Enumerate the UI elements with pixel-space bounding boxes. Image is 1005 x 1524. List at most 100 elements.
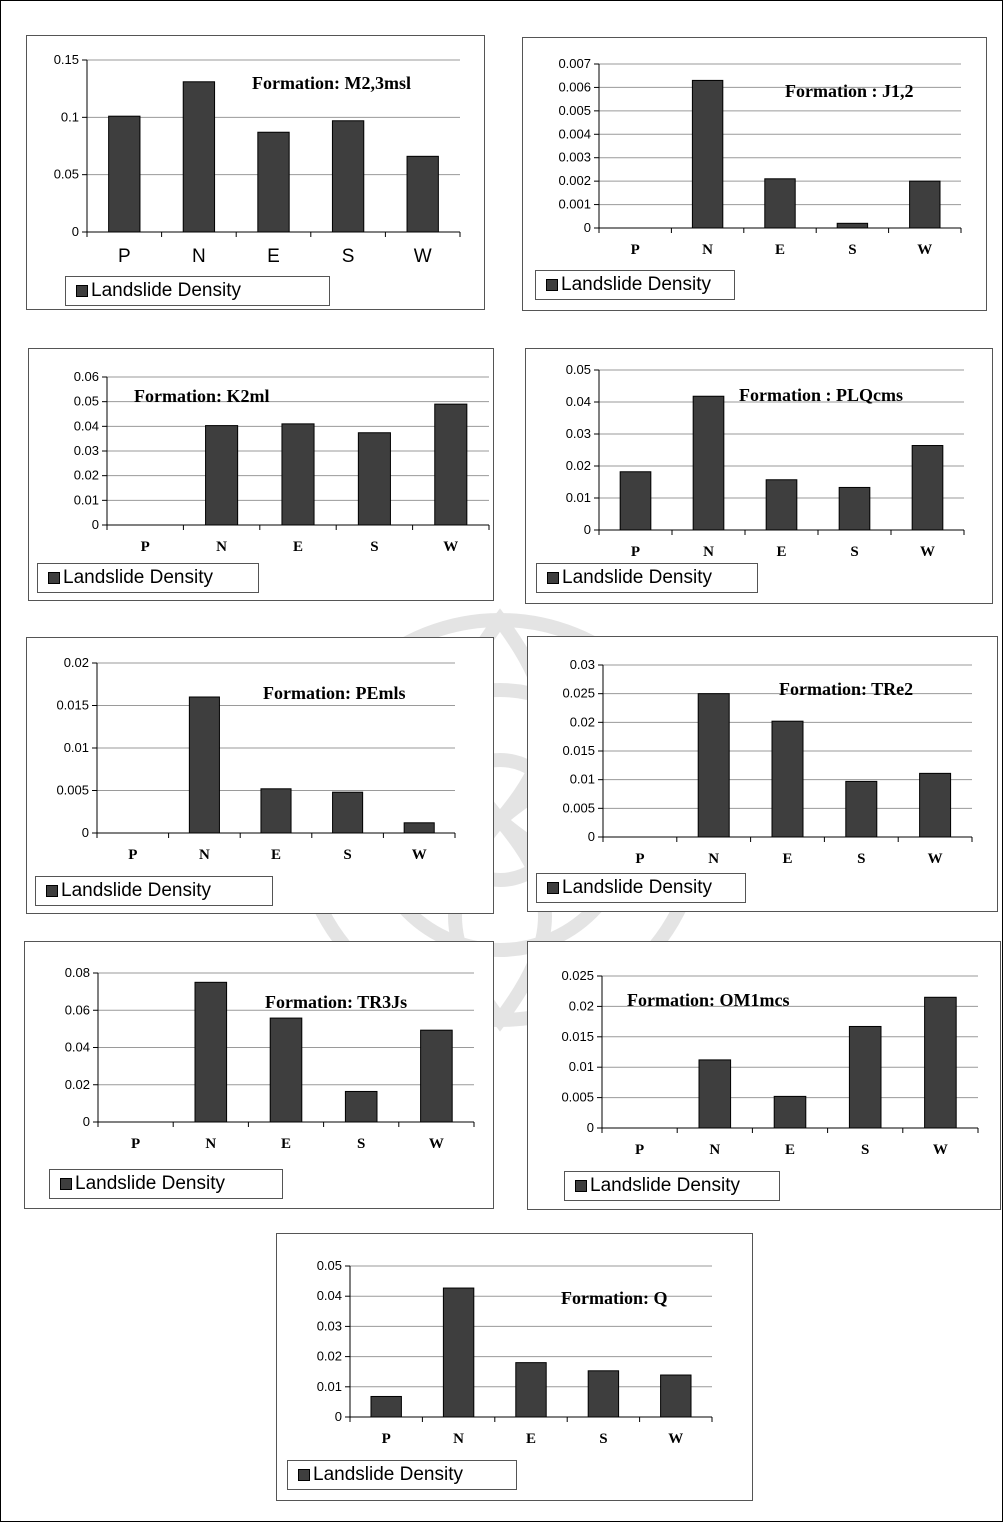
x-tick-label: S (857, 851, 865, 867)
y-tick-label: 0.015 (561, 1029, 594, 1044)
bar (587, 1370, 620, 1418)
x-tick-label: W (429, 1136, 444, 1152)
bar (357, 432, 391, 526)
y-tick-label: 0.015 (562, 743, 595, 758)
y-tick-label: 0.08 (65, 965, 90, 980)
bar (619, 471, 652, 531)
chart-panel: 0 0.001 0.002 0.003 0.004 0.005 0.006 0.007 P N E S… (522, 37, 987, 311)
x-tick-label: S (848, 242, 856, 258)
y-tick-label: 0.01 (64, 740, 89, 755)
legend-label: Landslide Density (590, 1175, 740, 1196)
x-tick-label: P (635, 851, 644, 867)
y-tick-label: 0.02 (65, 1077, 90, 1092)
x-tick-label: W (933, 1142, 948, 1158)
bar (188, 696, 220, 834)
y-tick-label: 0.05 (74, 394, 99, 409)
chart-panel: 0 0.005 0.01 0.015 0.02 0.025 P N E S W Formation: … (527, 941, 1001, 1210)
y-tick-label: 0.03 (570, 657, 595, 672)
bar (205, 425, 239, 526)
y-tick-label: 0 (587, 1120, 594, 1135)
y-tick-label: 0.05 (566, 362, 591, 377)
y-tick-label: 0.04 (566, 394, 591, 409)
y-tick-label: 0.005 (558, 103, 591, 118)
x-tick-label: E (782, 851, 792, 867)
x-tick-label: P (382, 1431, 391, 1447)
chart-panel: 0 0.05 0.1 0.15 P N E S W Formation: M2,3msl Land… (26, 35, 485, 310)
x-tick-label: S (850, 544, 858, 560)
bar (332, 791, 364, 834)
y-tick-label: 0 (82, 825, 89, 840)
chart-title: Formation: K2ml (134, 386, 269, 406)
bar (691, 79, 724, 229)
y-tick-label: 0.02 (64, 655, 89, 670)
y-tick-label: 0.01 (566, 490, 591, 505)
x-tick-label: W (920, 544, 935, 560)
y-tick-label: 0 (584, 220, 591, 235)
legend: Landslide Density (49, 1169, 283, 1199)
bar (260, 788, 292, 834)
chart-title: Formation: TR3Js (265, 992, 407, 1012)
x-tick-label: W (443, 539, 458, 555)
chart-title: Formation: TRe2 (779, 679, 913, 699)
y-tick-label: 0.01 (317, 1379, 342, 1394)
y-tick-label: 0.15 (54, 52, 79, 67)
legend: Landslide Density (65, 276, 330, 306)
y-tick-label: 0 (588, 829, 595, 844)
legend-swatch (547, 882, 559, 894)
bar (182, 81, 216, 233)
bar-chart: 0 0.05 0.1 0.15 P N E S W Formation: M2,3msl (54, 52, 461, 267)
y-tick-label: 0 (335, 1409, 342, 1424)
chart-panel: 0 0.005 0.01 0.015 0.02 P N E S W Formation: PEmls… (26, 637, 494, 914)
x-tick-label: W (668, 1431, 683, 1447)
chart-panel: 0 0.01 0.02 0.03 0.04 0.05 P N E S W Formation : PL… (525, 348, 993, 604)
y-tick-label: 0.01 (570, 772, 595, 787)
bar (771, 720, 804, 838)
x-tick-label: N (708, 851, 719, 867)
bar (442, 1287, 475, 1418)
legend-swatch (547, 572, 559, 584)
y-tick-label: 0.02 (570, 714, 595, 729)
bar (257, 131, 290, 233)
x-tick-label: E (776, 544, 786, 560)
y-tick-label: 0.004 (558, 126, 591, 141)
y-tick-label: 0.06 (74, 369, 99, 384)
bar (924, 996, 957, 1129)
legend-label: Landslide Density (562, 877, 712, 898)
bar (692, 395, 725, 531)
x-tick-label: P (128, 847, 137, 863)
bar (403, 822, 435, 834)
x-tick-label: N (702, 242, 713, 258)
x-tick-label: N (453, 1431, 464, 1447)
bar-chart: 0 0.01 0.02 0.03 0.04 0.05 0.06 P N E S W Formation:… (74, 369, 490, 555)
legend: Landslide Density (564, 1171, 780, 1201)
bar (909, 180, 941, 229)
bar (836, 222, 869, 229)
x-tick-label: E (785, 1142, 795, 1158)
y-tick-label: 0.025 (561, 968, 594, 983)
bar (698, 1059, 732, 1129)
y-tick-label: 0 (92, 517, 99, 532)
legend: Landslide Density (287, 1460, 517, 1490)
legend: Landslide Density (35, 876, 273, 906)
y-tick-label: 0.05 (54, 167, 79, 182)
x-tick-label: S (370, 539, 378, 555)
x-tick-label: N (709, 1142, 720, 1158)
chart-title: Formation: Q (561, 1288, 667, 1308)
legend-label: Landslide Density (91, 280, 241, 301)
x-tick-label: P (631, 242, 640, 258)
bar (281, 423, 315, 526)
legend-swatch (298, 1469, 310, 1481)
legend: Landslide Density (536, 563, 758, 593)
bar (434, 403, 468, 526)
bar (845, 780, 878, 838)
x-tick-label: N (703, 544, 714, 560)
y-tick-label: 0.015 (56, 698, 89, 713)
chart-title: Formation: OM1mcs (627, 990, 789, 1010)
x-tick-label: N (216, 539, 227, 555)
y-tick-label: 0.03 (74, 443, 99, 458)
legend: Landslide Density (37, 563, 259, 593)
x-tick-label: S (343, 847, 351, 863)
chart-title: Formation : J1,2 (785, 81, 913, 101)
bar (773, 1095, 807, 1129)
